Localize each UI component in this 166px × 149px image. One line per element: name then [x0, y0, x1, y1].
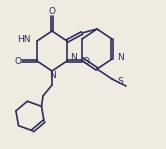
- Text: O: O: [48, 7, 55, 15]
- Text: O: O: [83, 56, 89, 66]
- Text: O: O: [14, 56, 22, 66]
- Text: N: N: [117, 52, 124, 62]
- Text: N: N: [49, 70, 55, 80]
- Text: N: N: [70, 52, 77, 62]
- Text: HN: HN: [17, 35, 31, 45]
- Text: S: S: [117, 76, 123, 86]
